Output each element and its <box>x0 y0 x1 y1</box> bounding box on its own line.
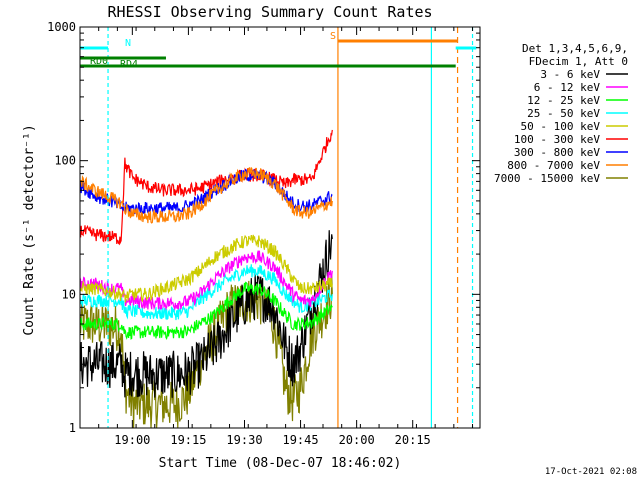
x-tick-label-3: 19:45 <box>282 433 318 447</box>
series-line-4 <box>80 234 333 303</box>
y-tick-label-2: 100 <box>54 154 76 168</box>
status-label-rd0: RD0 <box>90 56 108 67</box>
x-tick-label-4: 20:00 <box>339 433 375 447</box>
series-line-5 <box>80 129 333 246</box>
footer-date: 17-Oct-2021 02:08 <box>545 467 637 477</box>
legend-label-3: 25 - 50 keV <box>527 107 600 120</box>
legend: Det 1,3,4,5,6,9,FDecim 1, Att 03 - 6 keV… <box>494 42 628 185</box>
series-line-0 <box>80 230 333 398</box>
legend-label-4: 50 - 100 keV <box>521 120 601 133</box>
legend-header-1: FDecim 1, Att 0 <box>529 55 628 68</box>
legend-label-6: 300 - 800 keV <box>514 146 600 159</box>
x-tick-label-0: 19:00 <box>114 433 150 447</box>
x-tick-label-2: 19:30 <box>226 433 262 447</box>
plot-area: RD0 RD4 N S <box>80 27 477 428</box>
series-line-2 <box>80 281 333 341</box>
x-axis-label: Start Time (08-Dec-07 18:46:02) <box>159 456 402 471</box>
legend-label-7: 800 - 7000 keV <box>507 159 600 172</box>
legend-label-1: 6 - 12 keV <box>534 81 601 94</box>
series-line-1 <box>80 250 333 311</box>
x-tick-label-1: 19:15 <box>170 433 206 447</box>
series-line-3 <box>80 264 333 321</box>
y-tick-label-3: 1000 <box>47 20 76 34</box>
series-line-7 <box>80 167 333 224</box>
y-tick-label-0: 1 <box>69 421 76 435</box>
y-axis-label: Count Rate (s⁻¹ detector⁻¹) <box>22 124 37 335</box>
axes: 1 10 100 1000 19:00 19:15 19:30 19:45 20:00 20:15 <box>47 20 481 447</box>
legend-label-0: 3 - 6 keV <box>540 68 600 81</box>
legend-header-0: Det 1,3,4,5,6,9, <box>522 42 628 55</box>
status-label-rd4: RD4 <box>120 59 138 70</box>
legend-label-5: 100 - 300 keV <box>514 133 600 146</box>
legend-label-2: 12 - 25 keV <box>527 94 600 107</box>
plot-frame <box>79 26 481 429</box>
chart-title: RHESSI Observing Summary Count Rates <box>107 3 432 21</box>
status-label-n: N <box>125 38 131 49</box>
status-label-s: S <box>330 31 336 42</box>
series-line-6 <box>80 168 333 217</box>
y-tick-label-1: 10 <box>62 287 76 301</box>
legend-label-8: 7000 - 15000 keV <box>494 172 600 185</box>
x-tick-label-5: 20:15 <box>395 433 431 447</box>
